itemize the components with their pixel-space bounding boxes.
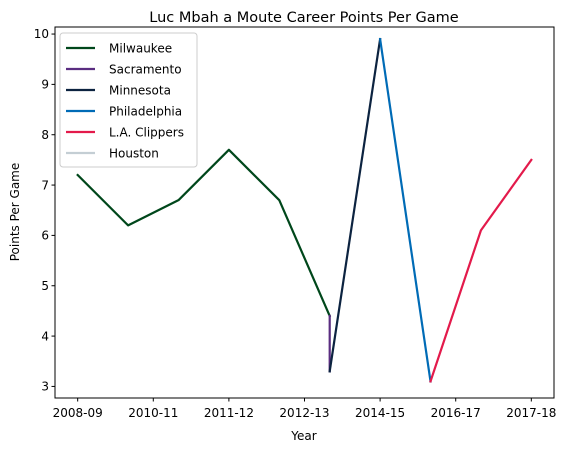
series-line-minnesota	[328, 37, 382, 373]
series-line-milwaukee	[76, 148, 332, 318]
chart-title: Luc Mbah a Moute Career Points Per Game	[149, 10, 458, 26]
legend-label-sacramento: Sacramento	[109, 62, 182, 76]
legend-frame	[59, 32, 198, 168]
y-tick-label: 6	[41, 229, 49, 243]
series-line-philadelphia	[378, 37, 432, 383]
x-tick-label: 2008-09	[53, 406, 103, 420]
legend-label-minnesota: Minnesota	[109, 83, 171, 97]
x-tick-label: 2010-11	[128, 406, 178, 420]
x-axis: 2008-09 2010-11 2011-12 2012-13 2014-15 2016-…	[53, 398, 556, 420]
y-tick-label: 5	[41, 279, 49, 293]
x-tick-label: 2012-13	[279, 406, 329, 420]
x-tick-label: 2017-18	[506, 406, 556, 420]
y-tick-label: 10	[34, 27, 49, 41]
legend-label-l-a-clippers: L.A. Clippers	[109, 125, 184, 139]
series-lines	[76, 37, 533, 383]
y-tick-label: 7	[41, 178, 49, 192]
y-tick-label: 9	[41, 78, 49, 92]
y-tick-label: 3	[41, 380, 49, 394]
y-tick-label: 8	[41, 128, 49, 142]
x-axis-title: Year	[290, 429, 316, 443]
y-tick-label: 4	[41, 329, 49, 343]
legend-label-houston: Houston	[109, 146, 159, 160]
y-axis: 3 4 5 6 7 8 9 10	[34, 27, 55, 394]
legend-label-philadelphia: Philadelphia	[109, 104, 182, 118]
legend-label-milwaukee: Milwaukee	[109, 41, 172, 55]
x-tick-label: 2014-15	[355, 406, 405, 420]
legend: Milwaukee Sacramento Minnesota Philadelphia…	[59, 32, 198, 168]
x-tick-label: 2011-12	[204, 406, 254, 420]
x-tick-label: 2016-17	[431, 406, 481, 420]
y-axis-title: Points Per Game	[8, 163, 22, 262]
series-line-l-a-clippers	[429, 158, 533, 383]
